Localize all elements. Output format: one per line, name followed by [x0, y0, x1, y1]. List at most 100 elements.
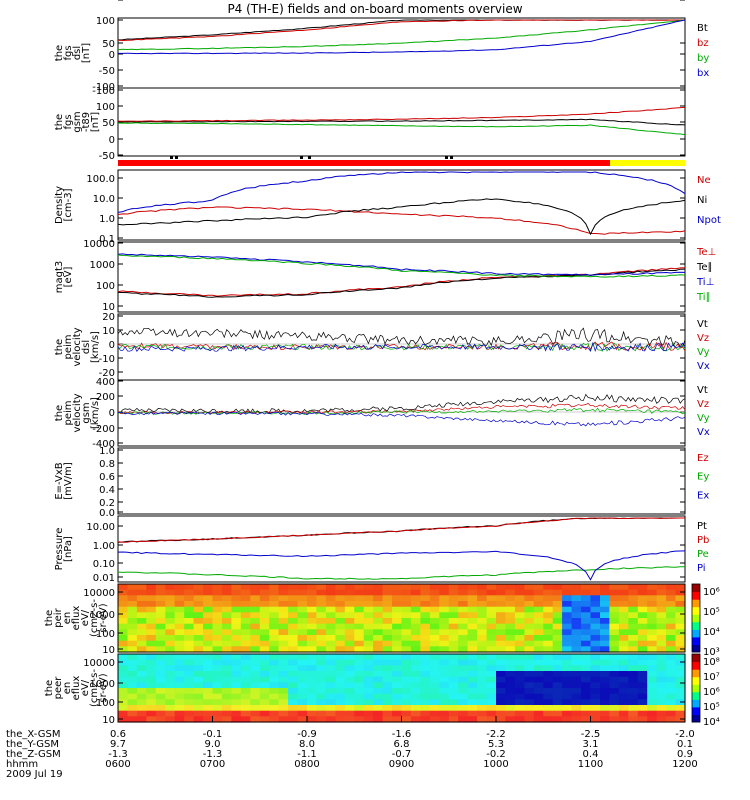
date-label: 2009 Jul 19	[6, 769, 63, 780]
spec-cell	[637, 716, 648, 723]
spec-cell	[325, 688, 336, 695]
x-row-label: hhmm	[6, 759, 38, 770]
spec-cell	[392, 676, 403, 683]
spec-cell	[382, 584, 393, 591]
spec-cell	[193, 612, 204, 619]
spec-cell	[373, 688, 384, 695]
y-tick-label: 1000	[90, 260, 115, 271]
series-Pi	[117, 550, 686, 581]
spec-cell	[118, 606, 128, 613]
spec-cell	[146, 688, 157, 695]
spec-cell	[429, 710, 440, 717]
spec-cell	[543, 589, 554, 596]
spec-cell	[307, 629, 317, 636]
spec-cell	[401, 629, 412, 636]
colorbar-segment	[692, 591, 700, 600]
spec-cell	[410, 584, 421, 591]
spec-cell	[288, 710, 299, 717]
spec-cell	[354, 688, 365, 695]
spec-cell	[155, 595, 166, 602]
spec-cell	[250, 688, 261, 695]
spec-cell	[524, 601, 535, 608]
x-tick-label: -0.7	[392, 749, 412, 760]
x-tick-label: -2.0	[675, 729, 695, 740]
spec-cell	[514, 606, 525, 613]
spec-cell	[420, 584, 431, 591]
spec-cell	[505, 676, 516, 683]
series-black	[117, 118, 686, 126]
spec-cell	[533, 654, 544, 661]
spec-cell	[269, 589, 280, 596]
spec-cell	[666, 612, 677, 619]
spec-cell	[354, 716, 365, 723]
spec-cell	[136, 654, 147, 661]
spec-cell	[562, 699, 573, 706]
spec-cell	[401, 646, 412, 653]
x-tick-label: -1.6	[392, 729, 412, 740]
spec-cell	[496, 716, 506, 723]
spec-cell	[373, 716, 384, 723]
spec-cell	[458, 665, 469, 672]
spec-cell	[571, 665, 582, 672]
spec-cell	[354, 612, 365, 619]
spec-cell	[316, 665, 327, 672]
spec-cell	[618, 601, 629, 608]
spec-cell	[392, 623, 403, 630]
y-tick-label: 0	[109, 340, 115, 351]
spec-cell	[590, 654, 601, 661]
spec-cell	[666, 699, 677, 706]
spec-cell	[628, 635, 639, 642]
spec-cell	[118, 665, 128, 672]
spec-cell	[373, 659, 384, 666]
spec-cell	[259, 671, 270, 678]
spec-cell	[136, 595, 147, 602]
panel-frame	[117, 515, 686, 583]
spec-cell	[552, 595, 563, 602]
spec-cell	[146, 606, 157, 613]
spec-cell	[392, 710, 403, 717]
spec-cell	[297, 693, 308, 700]
spec-cell	[118, 623, 128, 630]
spec-cell	[288, 640, 299, 647]
spec-cell	[618, 693, 629, 700]
spec-cell	[420, 654, 431, 661]
spec-cell	[136, 676, 147, 683]
spec-cell	[467, 629, 478, 636]
spec-cell	[278, 682, 289, 689]
spec-cell	[562, 640, 573, 647]
spec-cell	[363, 612, 374, 619]
spec-cell	[269, 705, 280, 712]
spec-cell	[458, 659, 469, 666]
spec-cell	[193, 606, 204, 613]
spec-cell	[647, 682, 658, 689]
spec-cell	[174, 659, 185, 666]
spec-cell	[429, 618, 440, 625]
y-tick-label: 100.0	[86, 174, 115, 185]
spec-cell	[193, 665, 204, 672]
spec-cell	[373, 671, 384, 678]
spec-cell	[618, 699, 629, 706]
spec-cell	[259, 629, 270, 636]
spec-cell	[656, 635, 667, 642]
spec-cell	[392, 699, 403, 706]
spec-cell	[269, 671, 280, 678]
spec-cell	[335, 682, 346, 689]
spec-cell	[165, 665, 176, 672]
spec-cell	[533, 640, 544, 647]
spec-cell	[467, 705, 478, 712]
spec-cell	[458, 654, 469, 661]
spec-cell	[467, 646, 478, 653]
spec-cell	[410, 623, 421, 630]
spec-cell	[174, 618, 185, 625]
spec-cell	[269, 676, 280, 683]
spec-cell	[221, 640, 232, 647]
spec-cell	[203, 676, 214, 683]
spec-cell	[486, 710, 497, 717]
spec-cell	[174, 699, 185, 706]
colorbar-tick-label: 10⁶	[703, 587, 720, 598]
spec-cell	[600, 665, 610, 672]
spec-cell	[278, 659, 289, 666]
spec-cell	[373, 646, 384, 653]
spec-cell	[600, 629, 610, 636]
panel-frame	[117, 583, 686, 653]
